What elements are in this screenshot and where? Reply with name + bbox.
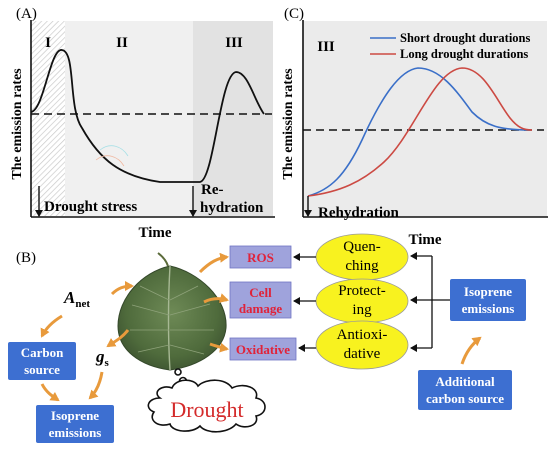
legend-long-label: Long drought durations xyxy=(400,47,528,61)
wisp xyxy=(99,145,129,157)
drought-cloud-label: Drought xyxy=(170,397,243,422)
drought-cloud xyxy=(147,379,266,433)
phase-i-hatch xyxy=(31,21,65,216)
panel-c-shade xyxy=(303,21,547,217)
carbon-source-box xyxy=(8,342,76,380)
rehydration-label-line1: Re- xyxy=(201,182,224,198)
panel-c-rehydration-label: Rehydration xyxy=(318,205,399,221)
effect-label-oxidative: Oxidative xyxy=(236,342,290,357)
isoprene-left-line2: emissions xyxy=(49,425,102,440)
panel-c-y-label: The emission rates xyxy=(281,68,296,180)
leaf-to-oxidative-arrow xyxy=(209,342,229,353)
carbon-to-isoprene-arrow xyxy=(40,383,60,402)
antioxidative-line2: dative xyxy=(344,346,381,362)
isoprene-right-line2: emissions xyxy=(462,301,515,316)
gs-to-isoprene-arrow xyxy=(88,371,104,400)
phase-i-label: I xyxy=(45,35,51,51)
additional-line2: carbon source xyxy=(426,391,504,406)
anet-label: Anet xyxy=(63,288,90,310)
long-drought-curve xyxy=(307,67,533,197)
short-drought-curve xyxy=(307,67,531,197)
carbon-source-line2: source xyxy=(24,362,60,377)
drought-stress-label: Drought stress xyxy=(44,199,137,215)
antioxidative-line1: Antioxi- xyxy=(337,327,388,343)
effect-label-ros: ROS xyxy=(247,250,274,265)
wisp xyxy=(95,155,125,167)
leaf-to-cell-arrow xyxy=(203,293,229,304)
panel-c-letter: (C) xyxy=(284,6,304,22)
effect-box-cell-damage xyxy=(229,281,292,319)
panel-a-emission-curve xyxy=(30,49,265,183)
panel-c-x-label: Time xyxy=(408,232,441,248)
carbon-source-line1: Carbon xyxy=(21,345,64,360)
isoprene-emissions-left-box xyxy=(36,405,114,443)
panel-a-letter: (A) xyxy=(16,6,37,22)
quenching-line2: ching xyxy=(345,258,379,274)
leaf-image xyxy=(117,252,227,371)
leaf-to-gs-arrow xyxy=(106,329,130,348)
phase-ii-shade xyxy=(65,21,193,216)
leaf-to-anet-arrow xyxy=(110,281,134,296)
panel-c: (C) Short drought durations Long drought… xyxy=(281,6,548,248)
panel-a-x-label: Time xyxy=(138,225,171,241)
protecting-line1: Protect- xyxy=(338,283,385,299)
effect-box-oxidative xyxy=(229,337,297,361)
phase-iii-label: III xyxy=(225,35,243,51)
gs-label: gs xyxy=(95,347,110,369)
protecting-line2: ing xyxy=(352,302,372,318)
phase-ii-label: II xyxy=(116,35,128,51)
rehydration-label-line2: hydration xyxy=(200,200,264,216)
ellipse-antioxidative xyxy=(315,320,409,370)
isoprene-emissions-right-box xyxy=(450,279,526,321)
additional-line1: Additional xyxy=(435,374,495,389)
panel-a: (A) I II III The emission rates Time Dro… xyxy=(10,6,275,241)
panel-b: (B) Drought ROS Cell damage Oxidative Qu… xyxy=(8,233,526,443)
isoprene-right-line1: Isoprene xyxy=(464,284,512,299)
additional-carbon-box xyxy=(418,370,512,410)
additional-to-isoprene-arrow xyxy=(460,336,482,365)
phase-iii-label-c: III xyxy=(317,39,335,55)
panel-a-y-label: The emission rates xyxy=(10,68,25,180)
leaf-to-ros-arrow xyxy=(198,252,229,274)
phase-iii-shade xyxy=(193,21,273,216)
legend-short-label: Short drought durations xyxy=(400,31,530,45)
panel-b-letter: (B) xyxy=(16,250,36,266)
thought-bubble xyxy=(174,368,182,376)
effect-label-cell: Cell xyxy=(249,285,272,300)
effect-label-damage: damage xyxy=(239,301,283,316)
effect-box-ros xyxy=(229,245,292,269)
quenching-line1: Quen- xyxy=(343,239,381,255)
anet-to-carbon-arrow xyxy=(40,314,63,338)
isoprene-left-line1: Isoprene xyxy=(51,408,99,423)
